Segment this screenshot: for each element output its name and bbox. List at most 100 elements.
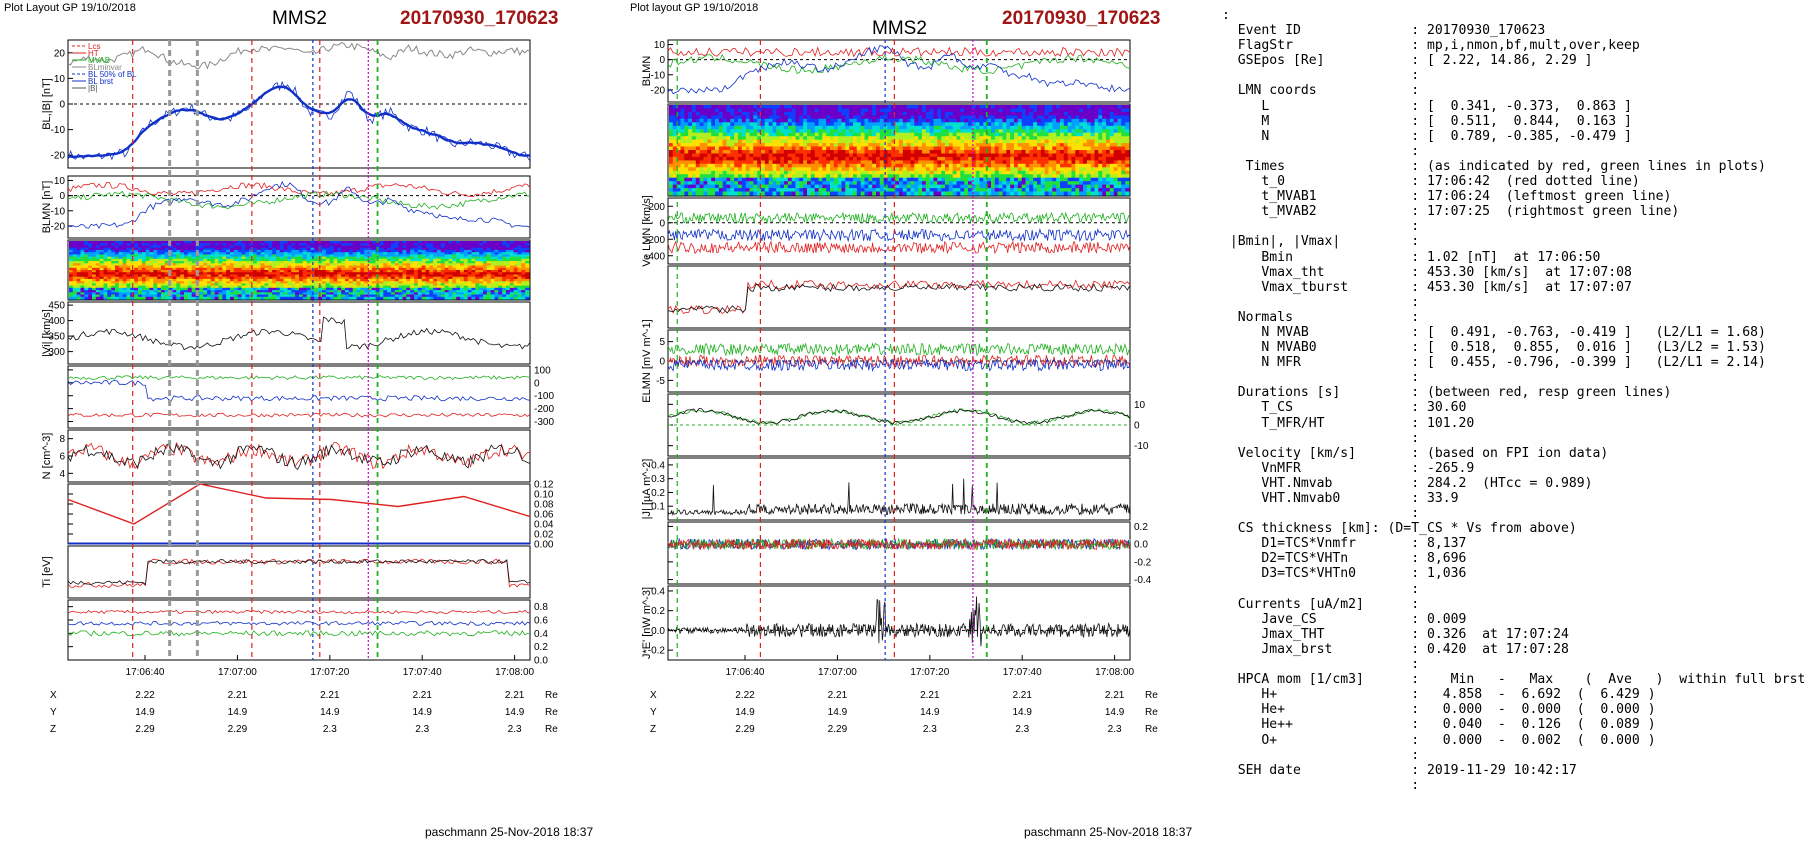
- spectrogram-cell: [237, 256, 243, 260]
- spectrogram-cell: [883, 143, 889, 148]
- spectrogram-cell: [448, 247, 453, 251]
- spectrogram-cell: [429, 272, 434, 275]
- spectrogram-cell: [256, 283, 262, 287]
- spectrogram-cell: [772, 108, 777, 113]
- spectrogram-cell: [525, 276, 530, 280]
- spectrogram-cell: [864, 150, 869, 155]
- spectrogram-cell: [764, 105, 770, 110]
- spectrogram-cell: [325, 241, 331, 244]
- spectrogram-cell: [176, 252, 181, 255]
- spectrogram-cell: [711, 150, 716, 155]
- spectrogram-cell: [883, 153, 889, 158]
- spectrogram-cell: [814, 132, 820, 137]
- spectrogram-cell: [352, 272, 358, 275]
- spectrogram-cell: [207, 290, 212, 293]
- spectrogram-cell: [279, 243, 285, 246]
- spectrogram-cell: [902, 188, 908, 193]
- spectrogram-cell: [517, 296, 522, 300]
- spectrogram-cell: [111, 278, 116, 282]
- spectrogram-cell: [345, 263, 350, 267]
- spectrogram-cell: [107, 296, 112, 300]
- spectrogram-cell: [513, 290, 519, 293]
- spectrogram-cell: [799, 105, 804, 110]
- spectrogram-cell: [322, 267, 327, 271]
- spectrogram-cell: [287, 294, 292, 298]
- spectrogram-cell: [425, 265, 430, 269]
- spectrogram-cell: [471, 265, 476, 269]
- spectrogram-cell: [699, 160, 705, 165]
- spectrogram-cell: [92, 290, 97, 293]
- spectrogram-cell: [379, 265, 384, 269]
- spectrogram-cell: [276, 287, 281, 291]
- spectrogram-cell: [421, 290, 427, 293]
- spectrogram-cell: [115, 294, 120, 298]
- spectrogram-cell: [368, 241, 373, 244]
- spectrogram-cell: [830, 170, 835, 175]
- spectrogram-cell: [111, 261, 116, 264]
- y-tick-label: 10: [654, 40, 666, 51]
- spectrogram-cell: [187, 263, 193, 267]
- spectrogram-cell: [122, 296, 128, 300]
- spectrogram-cell: [695, 139, 701, 144]
- spectrogram-cell: [245, 270, 250, 273]
- spectrogram-cell: [76, 256, 82, 260]
- spectrogram-cell: [517, 245, 522, 249]
- spectrogram-cell: [302, 258, 308, 262]
- spectrogram-cell: [918, 118, 923, 123]
- spectrogram-cell: [437, 296, 442, 300]
- spectrogram-cell: [452, 247, 457, 251]
- spectrogram-cell: [722, 163, 728, 168]
- spectrogram-cell: [672, 156, 678, 161]
- spectrogram-cell: [283, 290, 289, 293]
- spectrogram-cell: [738, 136, 743, 141]
- spectrogram-cell: [853, 160, 858, 165]
- spectrogram-cell: [115, 265, 120, 269]
- spectrogram-cell: [99, 267, 105, 271]
- spectrogram-cell: [483, 283, 488, 287]
- spectrogram-cell: [368, 294, 373, 298]
- spectrogram-cell: [122, 252, 128, 255]
- spectrogram-cell: [291, 247, 296, 251]
- spectrogram-cell: [753, 177, 758, 182]
- spectrogram-cell: [849, 115, 854, 120]
- spectrogram-cell: [371, 290, 377, 293]
- spectrogram-cell: [333, 241, 338, 244]
- spectrogram-cell: [440, 263, 446, 267]
- spectrogram-cell: [88, 276, 93, 280]
- spectrogram-cell: [463, 283, 469, 287]
- spectrogram-cell: [764, 125, 770, 130]
- spectrogram-cell: [684, 167, 689, 172]
- spectrogram-cell: [460, 272, 465, 275]
- spectrogram-cell: [734, 132, 739, 137]
- spectrogram-cell: [845, 139, 850, 144]
- spectrogram-cell: [237, 272, 243, 275]
- spectrogram-cell: [360, 265, 365, 269]
- spectrogram-cell: [283, 287, 289, 291]
- spectrogram-cell: [810, 132, 816, 137]
- spectrogram-cell: [122, 265, 128, 269]
- spectrogram-cell: [226, 247, 231, 251]
- spectrogram-cell: [272, 247, 277, 251]
- spectrogram-cell: [425, 274, 430, 278]
- spectrogram-cell: [688, 170, 693, 175]
- spectrogram-cell: [479, 249, 484, 253]
- spectrogram-cell: [918, 108, 923, 113]
- spectrogram-cell: [433, 290, 438, 293]
- spectrogram-cell: [391, 274, 396, 278]
- spectrogram-cell: [76, 249, 82, 253]
- spectrogram-cell: [906, 118, 912, 123]
- spectrogram-cell: [218, 265, 223, 269]
- spectrogram-cell: [883, 170, 889, 175]
- spectrogram-cell: [371, 296, 377, 300]
- spectrogram-cell: [268, 278, 273, 282]
- spectrogram-cell: [306, 241, 312, 244]
- spectrogram-cell: [914, 129, 919, 134]
- spectrogram-cell: [402, 263, 407, 267]
- spectrogram-cell: [402, 287, 407, 291]
- spectrogram-cell: [256, 243, 262, 246]
- spectrogram-cell: [837, 184, 843, 189]
- spectrogram-cell: [371, 245, 377, 249]
- spectrogram-cell: [421, 272, 427, 275]
- spectrogram-cell: [379, 283, 384, 287]
- spectrogram-cell: [337, 278, 342, 282]
